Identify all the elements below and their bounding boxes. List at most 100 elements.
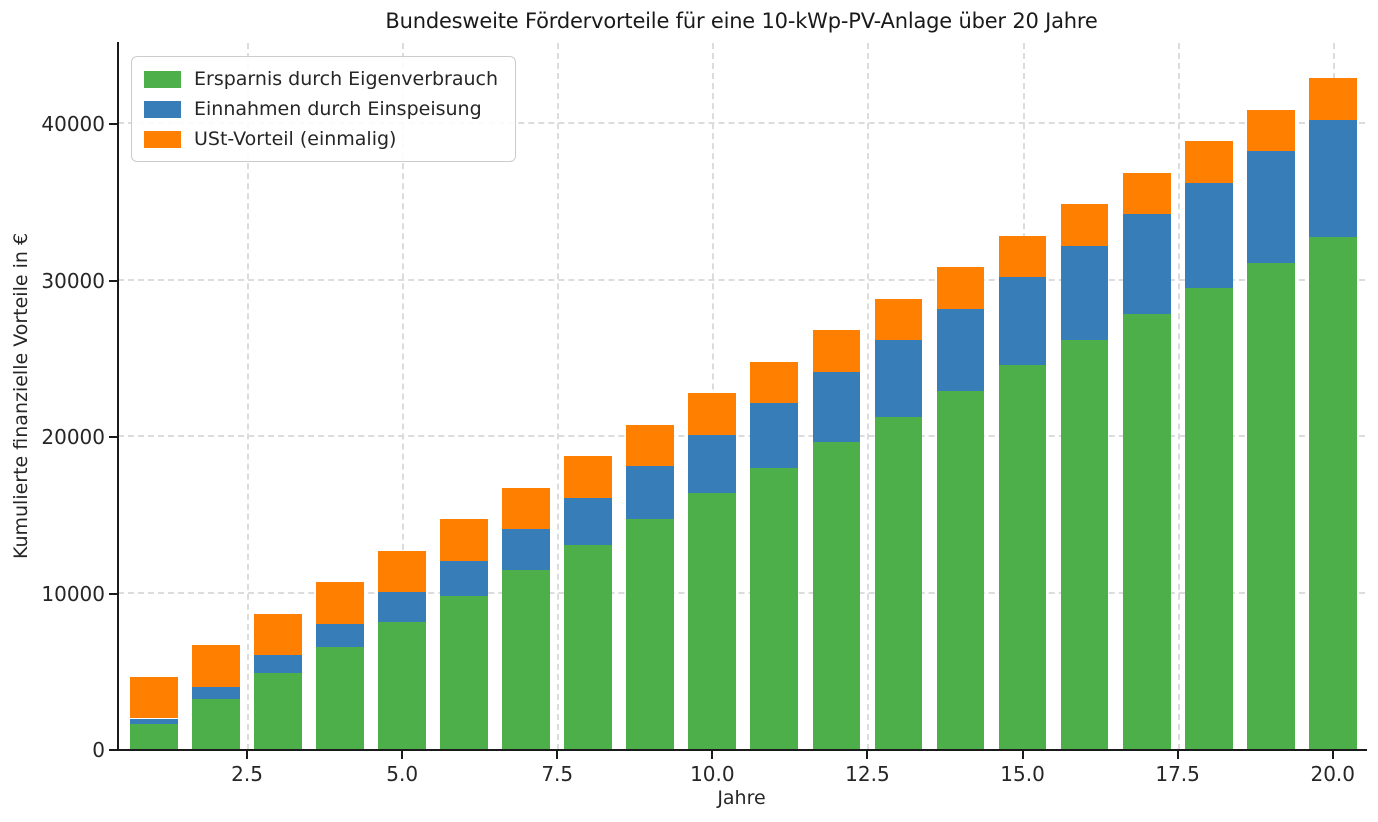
bar-segment-einnahmen-durch-einspeisung [564,497,613,545]
bar-segment-ersparnis-durch-eigenverbrauch [440,596,489,750]
bar-segment-ust-vorteil-einmalig- [1308,78,1357,120]
bar-segment-einnahmen-durch-einspeisung [1184,182,1233,289]
bar-segment-ersparnis-durch-eigenverbrauch [502,570,551,750]
bar-segment-ersparnis-durch-eigenverbrauch [1308,236,1357,750]
bar-segment-ersparnis-durch-eigenverbrauch [936,390,985,750]
bar-segment-einnahmen-durch-einspeisung [998,277,1047,366]
bar-segment-einnahmen-durch-einspeisung [750,403,799,468]
bar-segment-ersparnis-durch-eigenverbrauch [316,647,364,750]
x-axis-spine [117,749,1367,751]
gridline-horizontal [118,122,1365,125]
y-tick-mark [109,123,117,126]
y-tick-label: 10000 [41,581,105,606]
x-tick-mark [1176,751,1179,759]
bar-segment-ersparnis-durch-eigenverbrauch [812,442,861,750]
gridline-vertical [1177,43,1180,750]
bar-segment-ust-vorteil-einmalig- [936,267,985,309]
bar-segment-einnahmen-durch-einspeisung [502,529,551,571]
bar-segment-ersparnis-durch-eigenverbrauch [626,519,675,750]
y-tick-label: 30000 [41,268,105,293]
bar-segment-ersparnis-durch-eigenverbrauch [1246,262,1295,750]
legend: Ersparnis durch Eigenverbrauch Einnahmen … [131,56,517,162]
bar-segment-ust-vorteil-einmalig- [812,330,861,372]
x-tick-label: 15.0 [1000,762,1045,786]
legend-item: Einnahmen durch Einspeisung [144,98,498,120]
x-tick-mark [246,751,249,759]
y-tick-mark [109,279,117,282]
bar-segment-ust-vorteil-einmalig- [874,298,923,341]
legend-label: Einnahmen durch Einspeisung [194,98,482,120]
y-tick-mark [109,592,117,595]
bar-segment-ust-vorteil-einmalig- [192,645,240,687]
bar-segment-ust-vorteil-einmalig- [378,550,427,593]
bar-segment-einnahmen-durch-einspeisung [1122,214,1171,314]
bar-segment-ust-vorteil-einmalig- [626,424,675,467]
y-axis-spine [117,42,119,751]
y-tick-mark [109,436,117,439]
bar-segment-ust-vorteil-einmalig- [998,235,1047,278]
bar-segment-ersparnis-durch-eigenverbrauch [378,621,427,750]
bar-segment-ersparnis-durch-eigenverbrauch [130,724,178,750]
x-tick-label: 10.0 [690,762,735,786]
bar-segment-einnahmen-durch-einspeisung [1308,119,1357,237]
bar-segment-einnahmen-durch-einspeisung [812,371,861,443]
gridline-vertical [557,43,560,750]
gridline-vertical [402,43,405,750]
bar-segment-ersparnis-durch-eigenverbrauch [192,698,240,750]
bar-segment-ersparnis-durch-eigenverbrauch [1184,288,1233,750]
x-tick-mark [866,751,869,759]
bar-segment-einnahmen-durch-einspeisung [874,340,923,417]
legend-swatch-icon [144,70,181,88]
bar-segment-einnahmen-durch-einspeisung [254,655,302,674]
bar-segment-einnahmen-durch-einspeisung [626,466,675,520]
x-tick-label: 12.5 [845,762,890,786]
y-axis-label: Kumulierte finanzielle Vorteile in € [10,232,32,560]
x-tick-label: 2.5 [231,762,263,786]
bar-segment-ust-vorteil-einmalig- [564,456,613,498]
bar-segment-ersparnis-durch-eigenverbrauch [998,365,1047,750]
legend-label: USt-Vorteil (einmalig) [194,128,397,150]
x-axis-label: Jahre [717,787,766,809]
x-tick-mark [401,751,404,759]
x-tick-label: 5.0 [386,762,419,786]
gridline-vertical [247,43,250,750]
bar-segment-ust-vorteil-einmalig- [130,676,178,719]
bar-segment-ust-vorteil-einmalig- [502,487,551,530]
bar-segment-einnahmen-durch-einspeisung [440,560,489,597]
bar-segment-ersparnis-durch-eigenverbrauch [1122,313,1171,750]
gridline-horizontal [118,278,1365,281]
bar-segment-ersparnis-durch-eigenverbrauch [688,493,737,750]
bar-segment-einnahmen-durch-einspeisung [192,686,240,699]
bar-segment-einnahmen-durch-einspeisung [316,623,364,648]
bar-segment-ust-vorteil-einmalig- [688,393,737,435]
bar-segment-ersparnis-durch-eigenverbrauch [750,467,799,750]
legend-label: Ersparnis durch Eigenverbrauch [194,68,499,90]
bar-segment-ust-vorteil-einmalig- [750,361,799,404]
bar-segment-einnahmen-durch-einspeisung [378,592,427,622]
bar-segment-einnahmen-durch-einspeisung [688,434,737,494]
bar-segment-ust-vorteil-einmalig- [1122,172,1171,215]
gridline-horizontal [118,591,1365,594]
legend-swatch-icon [144,130,181,148]
gridline-vertical [867,43,870,750]
y-tick-label: 0 [92,738,105,762]
bar-segment-ersparnis-durch-eigenverbrauch [1060,339,1109,750]
chart-title: Bundesweite Fördervorteile für eine 10-k… [385,9,1098,33]
bar-segment-ust-vorteil-einmalig- [440,519,489,561]
x-tick-label: 17.5 [1155,762,1200,786]
bar-segment-einnahmen-durch-einspeisung [936,308,985,391]
bar-segment-ust-vorteil-einmalig- [316,582,364,624]
x-tick-mark [1331,751,1334,759]
bar-segment-ust-vorteil-einmalig- [1184,141,1233,183]
bar-segment-ust-vorteil-einmalig- [1246,109,1295,152]
bar-segment-einnahmen-durch-einspeisung [130,718,178,725]
legend-item: USt-Vorteil (einmalig) [144,128,498,150]
y-tick-mark [109,749,117,751]
legend-swatch-icon [144,100,181,118]
x-tick-label: 7.5 [541,762,574,786]
x-tick-label: 20.0 [1310,762,1355,786]
plot-area: 0 10000 20000 30000 40000 2.5 5.0 7.5 10.0 12.5 1… [10,42,1367,809]
x-tick-mark [711,751,714,759]
x-tick-mark [556,751,559,759]
